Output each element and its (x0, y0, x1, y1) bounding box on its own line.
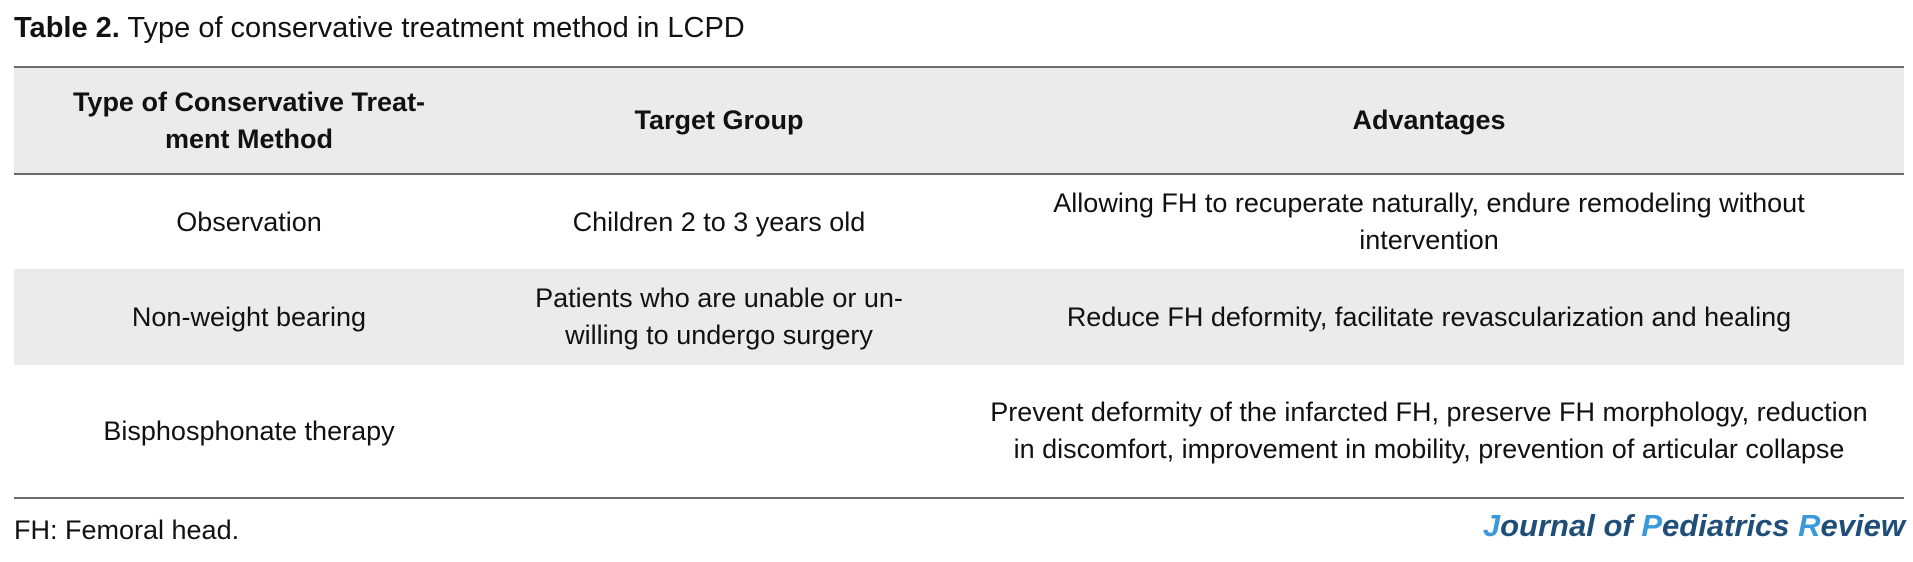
cell-advantages: Reduce FH deformity, facilitate revascul… (1066, 301, 1792, 332)
cell-method: Non-weight bearing (131, 301, 367, 332)
journal-logo-r: R (1798, 508, 1821, 543)
cell-method: Observation (176, 206, 322, 237)
table-row: Bisphosphonate therapy Prevent deformity… (14, 365, 1904, 497)
table-header-row: Type of Conservative Treat-ment Method T… (14, 68, 1904, 175)
header-advantages: Advantages (954, 68, 1904, 175)
journal-logo-ournal-of: ournal of (1500, 508, 1642, 543)
journal-logo-eview: eview (1820, 508, 1905, 543)
table-row: Observation Children 2 to 3 years old Al… (14, 174, 1904, 269)
treatment-table-container: Type of Conservative Treat-ment Method T… (14, 66, 1904, 499)
journal-logo-j: J (1482, 508, 1501, 543)
header-target-group: Target Group (484, 68, 954, 175)
cell-target-group: Patients who are unable or un-willing to… (535, 283, 903, 350)
table-row: Non-weight bearing Patients who are unab… (14, 269, 1904, 365)
cell-method: Bisphosphonate therapy (103, 415, 395, 446)
table-caption: Table 2. Type of conservative treatment … (14, 8, 745, 48)
journal-logo: Journal of Pediatrics Review (1483, 505, 1905, 547)
cell-target-group: Children 2 to 3 years old (572, 206, 866, 237)
table-header: Type of Conservative Treat-ment Method T… (14, 68, 1904, 175)
treatment-table: Type of Conservative Treat-ment Method T… (14, 68, 1904, 497)
table-body: Observation Children 2 to 3 years old Al… (14, 174, 1904, 497)
journal-logo-p: P (1641, 508, 1663, 543)
journal-logo-ediatrics: ediatrics (1662, 508, 1799, 543)
cell-target-group (484, 365, 954, 497)
cell-advantages: Allowing FH to recuperate naturally, end… (1053, 188, 1805, 255)
table-caption-text: Type of conservative treatment method in… (127, 12, 745, 44)
cell-advantages: Prevent deformity of the infarcted FH, p… (990, 397, 1868, 464)
table-caption-label: Table 2. (14, 12, 120, 44)
table-footnote: FH: Femoral head. (14, 515, 240, 545)
header-method: Type of Conservative Treat-ment Method (14, 68, 484, 175)
